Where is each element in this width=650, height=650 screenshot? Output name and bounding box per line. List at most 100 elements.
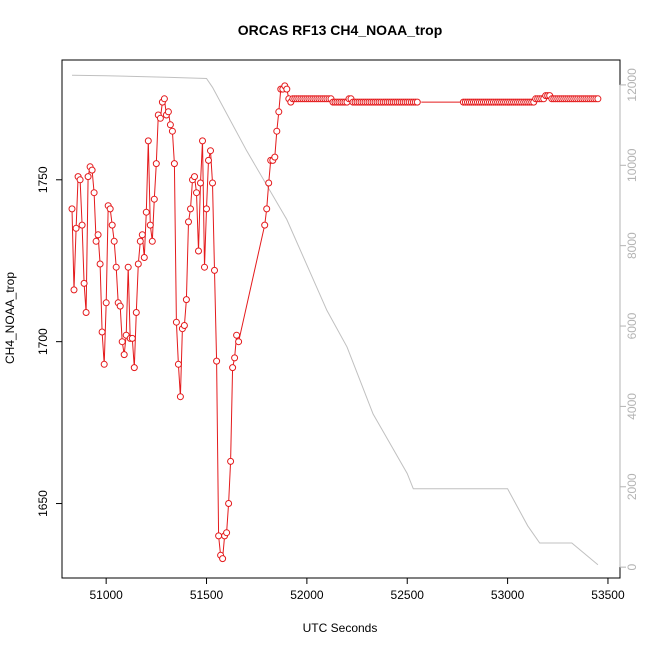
right-tick-label: 12000 bbox=[625, 68, 639, 102]
ch4-point bbox=[229, 364, 237, 372]
ch4-point bbox=[172, 318, 180, 326]
ch4-point bbox=[213, 357, 221, 365]
right-tick-label: 0 bbox=[625, 563, 639, 570]
ch4-point bbox=[88, 166, 96, 174]
ch4-point bbox=[136, 237, 144, 245]
ch4-point bbox=[205, 156, 212, 164]
ch4-point bbox=[148, 237, 156, 245]
ch4-point bbox=[215, 532, 223, 540]
ch4-point bbox=[197, 179, 204, 187]
ch4-point bbox=[164, 108, 172, 116]
ch4-point bbox=[96, 260, 104, 268]
ch4-point bbox=[176, 393, 184, 401]
y-axis: 1650 1700 1750 bbox=[36, 166, 63, 517]
ch4-point bbox=[138, 231, 146, 239]
ch4-point bbox=[195, 247, 202, 255]
ch4-point bbox=[193, 189, 200, 197]
x-axis: 51000 51500 52000 52500 53000 53500 bbox=[89, 577, 625, 602]
ch4-point bbox=[146, 221, 154, 229]
ch4-point bbox=[132, 309, 140, 316]
ch4-point bbox=[231, 354, 239, 362]
ch4-point bbox=[199, 137, 206, 145]
ch4-point bbox=[166, 121, 174, 129]
ch4-point bbox=[209, 179, 216, 187]
plot-frame bbox=[61, 59, 621, 579]
ch4-point bbox=[180, 322, 188, 329]
right-axis: 0 2000 4000 6000 8000 10000 12000 bbox=[619, 68, 639, 570]
ch4-point bbox=[142, 208, 150, 216]
altitude-line bbox=[71, 74, 599, 566]
ch4-point bbox=[116, 302, 124, 310]
ch4-point bbox=[275, 108, 283, 116]
altitude-line-layer bbox=[71, 74, 599, 566]
ch4-point bbox=[156, 114, 164, 122]
ch4-point bbox=[84, 173, 92, 181]
y-tick-label: 1700 bbox=[36, 328, 50, 355]
ch4-point bbox=[207, 147, 214, 155]
ch4-point bbox=[92, 237, 100, 245]
ch4-point bbox=[227, 457, 235, 465]
chart-title: ORCAS RF13 CH4_NOAA_trop bbox=[238, 22, 443, 38]
x-tick-label: 52000 bbox=[290, 588, 324, 602]
ch4-point bbox=[182, 296, 190, 304]
ch4-point bbox=[72, 224, 80, 232]
ch4-point bbox=[120, 351, 128, 359]
ch4-point bbox=[271, 153, 279, 161]
ch4-point bbox=[152, 160, 160, 168]
ch4-point bbox=[185, 218, 192, 226]
ch4-point bbox=[108, 221, 116, 229]
ch4-point bbox=[263, 205, 271, 213]
ch4-point bbox=[170, 160, 178, 168]
series-points-layer bbox=[68, 82, 602, 563]
ch4-line-segment bbox=[71, 84, 418, 561]
series-line-layer bbox=[71, 84, 598, 561]
ch4-point bbox=[68, 205, 76, 213]
x-tick-label: 53500 bbox=[591, 588, 625, 602]
ch4-point bbox=[144, 137, 152, 145]
ch4-point bbox=[265, 179, 273, 187]
ch4-point bbox=[594, 95, 602, 103]
ch4-point bbox=[283, 85, 291, 93]
ch4-point bbox=[235, 338, 243, 346]
ch4-point bbox=[76, 176, 84, 184]
ch4-point bbox=[140, 254, 148, 261]
ch4-point bbox=[219, 555, 227, 563]
ch4-point bbox=[191, 173, 198, 181]
ch4-point bbox=[112, 263, 120, 271]
ch4-point bbox=[413, 98, 421, 106]
right-tick-label: 10000 bbox=[625, 148, 639, 182]
x-axis-label: UTC Seconds bbox=[303, 621, 378, 635]
ch4-point bbox=[134, 260, 142, 268]
x-tick-label: 51000 bbox=[89, 588, 123, 602]
ch4-point bbox=[98, 328, 106, 336]
ch4-point bbox=[160, 95, 168, 103]
ch4-point bbox=[94, 231, 102, 239]
ch4-point bbox=[261, 221, 269, 229]
ch4-point bbox=[168, 127, 176, 135]
y-tick-label: 1750 bbox=[36, 166, 50, 193]
right-tick-label: 6000 bbox=[625, 312, 639, 339]
ch4-point bbox=[187, 205, 194, 213]
ch4-point bbox=[174, 360, 182, 368]
x-tick-label: 52500 bbox=[391, 588, 425, 602]
right-tick-label: 2000 bbox=[625, 473, 639, 500]
y-tick-label: 1650 bbox=[36, 490, 50, 517]
ch4-point bbox=[130, 364, 138, 372]
ch4-point bbox=[118, 338, 126, 346]
ch4-point bbox=[80, 279, 88, 287]
ch4-point bbox=[106, 205, 114, 213]
ch4-point bbox=[273, 127, 281, 135]
ch4-point bbox=[124, 263, 132, 271]
ch4-point bbox=[70, 286, 78, 294]
ch4-point bbox=[223, 529, 231, 537]
ch4-point bbox=[110, 237, 118, 245]
ch4-point bbox=[233, 331, 241, 339]
right-tick-label: 8000 bbox=[625, 232, 639, 259]
ch4-point bbox=[128, 334, 136, 342]
x-tick-label: 51500 bbox=[190, 588, 224, 602]
ch4-point bbox=[82, 309, 90, 316]
ch4-point bbox=[203, 205, 210, 213]
ch4-point bbox=[100, 360, 108, 368]
ch4-point bbox=[102, 299, 110, 307]
ch4-point bbox=[201, 263, 208, 271]
